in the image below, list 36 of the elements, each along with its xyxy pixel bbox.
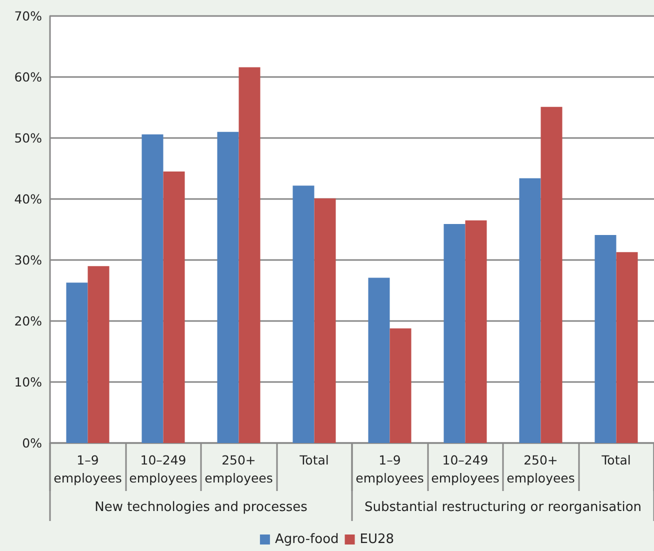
bar bbox=[66, 282, 88, 443]
y-tick-label: 0% bbox=[22, 436, 42, 450]
x-tick-label: 1–9 employees bbox=[54, 452, 122, 486]
bar bbox=[314, 198, 336, 443]
y-tick-label: 60% bbox=[14, 70, 42, 84]
bar bbox=[292, 186, 314, 443]
x-tick-label: Total bbox=[298, 452, 329, 468]
bar bbox=[465, 220, 487, 443]
x-tick-label: 250+ employees bbox=[506, 452, 575, 486]
bar bbox=[540, 106, 562, 443]
y-tick-label: 70% bbox=[14, 8, 42, 24]
y-tick-label: 40% bbox=[14, 192, 42, 206]
y-tick-label: 20% bbox=[14, 314, 42, 328]
bar bbox=[142, 134, 164, 443]
bar bbox=[444, 224, 466, 443]
bar bbox=[217, 132, 239, 443]
x-tick-label: 1–9 employees bbox=[356, 452, 424, 486]
legend-label: Agro-food bbox=[274, 532, 339, 547]
x-tick-label: 250+ employees bbox=[204, 452, 273, 486]
bar bbox=[594, 234, 616, 443]
bar bbox=[238, 67, 260, 443]
x-tick-label: 10–249 employees bbox=[431, 452, 500, 486]
bar bbox=[519, 178, 541, 443]
bar bbox=[368, 278, 390, 443]
x-tick-label: Total bbox=[600, 452, 631, 468]
bar bbox=[390, 328, 412, 443]
y-tick-label: 30% bbox=[14, 252, 42, 268]
y-tick-label: 10% bbox=[14, 374, 42, 390]
bar bbox=[616, 252, 638, 443]
bar bbox=[88, 266, 110, 443]
legend-label: EU28 bbox=[360, 532, 394, 547]
bar bbox=[163, 172, 185, 443]
y-tick-label: 50% bbox=[14, 130, 42, 146]
x-tick-label: 10–249 employees bbox=[129, 452, 198, 486]
text: New technologies and processes bbox=[94, 500, 308, 515]
text: Substantial restructuring or reorganisation bbox=[364, 500, 642, 515]
